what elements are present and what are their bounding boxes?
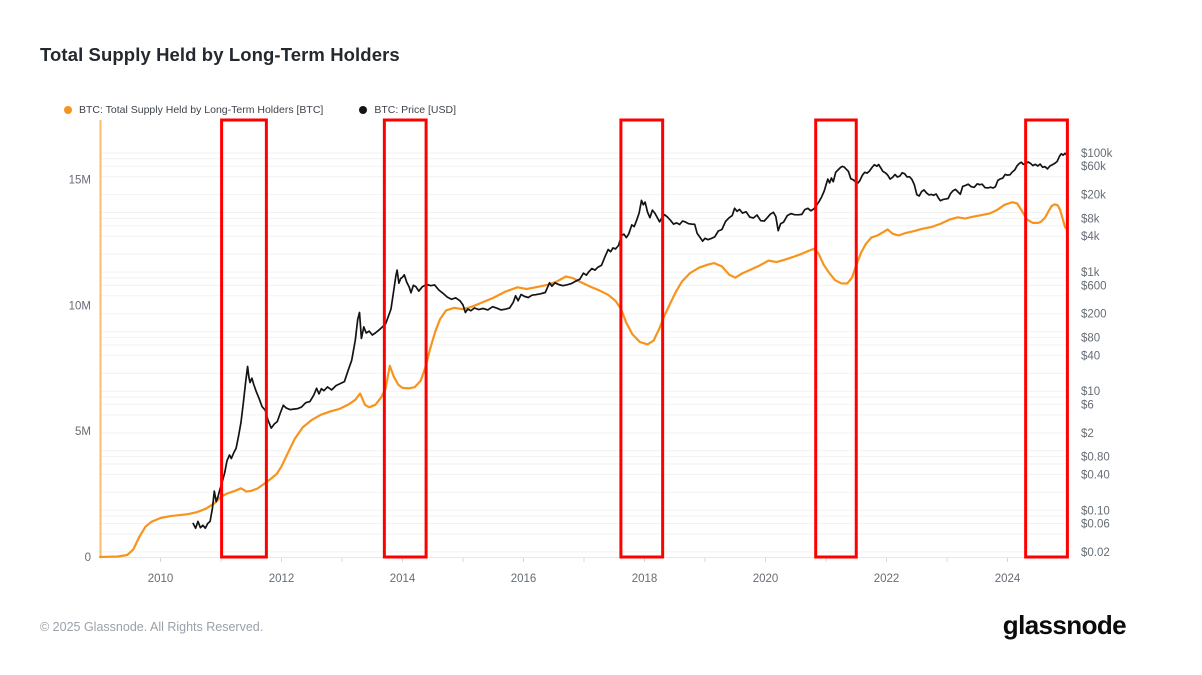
right-axis-label: $0.40 — [1081, 469, 1110, 481]
x-axis-label: 2014 — [390, 573, 416, 585]
highlight-box — [220, 118, 268, 559]
highlight-box — [619, 118, 665, 559]
right-axis-label: $10 — [1081, 386, 1100, 398]
right-axis-label: $0.80 — [1081, 452, 1110, 464]
supply-series-dot-icon — [64, 106, 72, 114]
supply-line — [98, 201, 1069, 559]
right-axis-label: $0.02 — [1081, 547, 1110, 559]
right-axis-label: $40 — [1081, 350, 1100, 362]
right-axis-label: $100k — [1081, 148, 1113, 160]
page-title: Total Supply Held by Long-Term Holders — [40, 44, 400, 65]
right-axis-label: $80 — [1081, 332, 1100, 344]
highlight-box — [382, 118, 428, 559]
right-axis-label: $0.06 — [1081, 519, 1110, 531]
x-axis-label: 2016 — [511, 573, 537, 585]
right-axis-label: $4k — [1081, 231, 1100, 243]
x-axis-label: 2010 — [148, 573, 174, 585]
legend-item-price: BTC: Price [USD] — [359, 104, 456, 116]
highlight-box — [1024, 118, 1069, 559]
left-axis-label: 15M — [69, 175, 91, 187]
price-line — [192, 152, 1069, 530]
right-axis-label: $60k — [1081, 161, 1106, 173]
x-axis-label: 2024 — [995, 573, 1021, 585]
x-axis-label: 2022 — [874, 573, 900, 585]
right-axis-label: $8k — [1081, 213, 1100, 225]
x-axis-label: 2020 — [753, 573, 779, 585]
price-series-dot-icon — [359, 106, 368, 114]
left-axis-label: 10M — [69, 300, 91, 312]
legend-item-supply: BTC: Total Supply Held by Long-Term Hold… — [64, 104, 323, 116]
right-axis-label: $600 — [1081, 280, 1107, 292]
right-axis-label: $200 — [1081, 309, 1107, 321]
right-axis-label: $2 — [1081, 428, 1094, 440]
x-axis-label: 2018 — [632, 573, 658, 585]
highlight-box — [814, 118, 858, 559]
right-axis-label: $6 — [1081, 399, 1094, 411]
right-axis-label: $20k — [1081, 190, 1106, 202]
left-axis-label: 0 — [85, 552, 91, 564]
left-axis-label: 5M — [75, 426, 91, 438]
right-axis-label: $1k — [1081, 267, 1100, 279]
right-axis-label: $0.10 — [1081, 505, 1110, 517]
legend-label-price: BTC: Price [USD] — [374, 104, 457, 116]
glassnode-logo: glassnode — [1002, 610, 1127, 640]
copyright-text: © 2025 Glassnode. All Rights Reserved. — [40, 620, 264, 634]
chart-legend: BTC: Total Supply Held by Long-Term Hold… — [64, 104, 456, 116]
legend-label-supply: BTC: Total Supply Held by Long-Term Hold… — [79, 104, 324, 116]
x-axis-label: 2012 — [269, 573, 295, 585]
